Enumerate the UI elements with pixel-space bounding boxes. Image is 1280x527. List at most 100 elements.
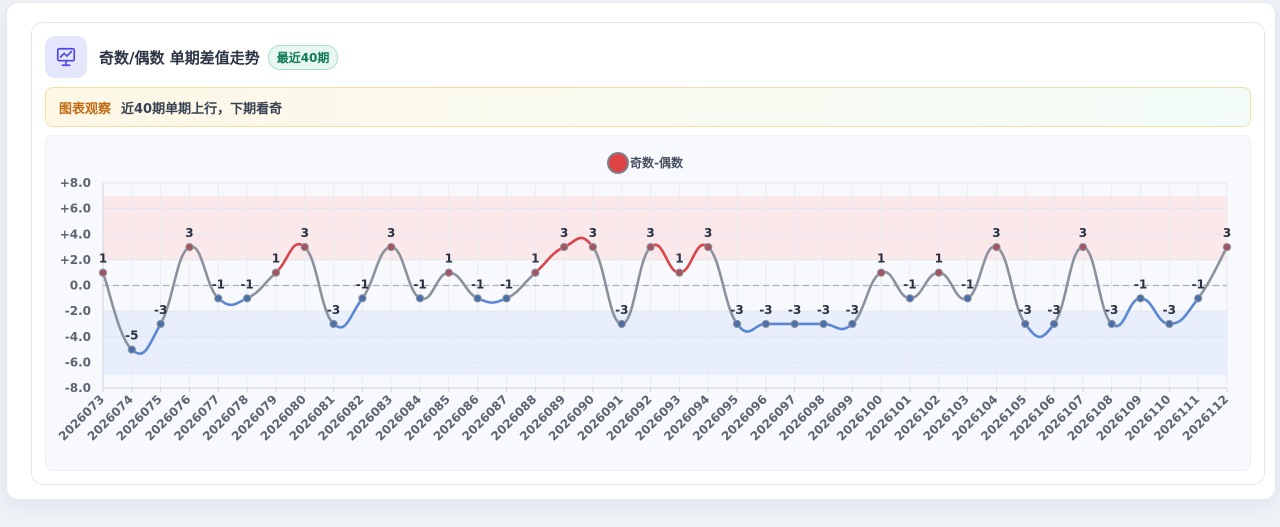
- y-tick-label: -6.0: [65, 355, 91, 369]
- chart-card: 奇数/偶数 单期差值走势 最近40期 图表观察 近40期单期上行，下期看奇 +8…: [31, 22, 1265, 485]
- data-label: 1: [935, 252, 943, 266]
- card-header: 奇数/偶数 单期差值走势 最近40期: [45, 35, 339, 79]
- data-point: [156, 319, 165, 329]
- insight-banner: 图表观察 近40期单期上行，下期看奇: [45, 87, 1251, 127]
- y-tick-label: 0.0: [70, 279, 91, 293]
- data-label: -1: [413, 277, 426, 291]
- y-tick-label: -8.0: [65, 381, 91, 395]
- data-label: 3: [185, 226, 193, 240]
- y-tick-label: -4.0: [65, 330, 91, 344]
- data-label: -1: [903, 277, 916, 291]
- data-point: [329, 319, 338, 329]
- data-label: 1: [675, 252, 683, 266]
- data-label: -3: [817, 303, 830, 317]
- data-label: -1: [212, 277, 225, 291]
- data-label: 3: [560, 226, 568, 240]
- legend: 奇数-偶数: [607, 152, 684, 174]
- data-label: -3: [846, 303, 859, 317]
- data-point: [1136, 294, 1145, 303]
- insight-text: 近40期单期上行，下期看奇: [121, 101, 283, 117]
- series-line-segment: [101, 271, 134, 351]
- data-label: 3: [704, 226, 712, 240]
- data-label: 1: [877, 252, 885, 266]
- data-point: [415, 294, 425, 303]
- data-point: [588, 242, 598, 252]
- legend-marker: [607, 152, 629, 174]
- data-label: -3: [1163, 303, 1176, 317]
- data-label: 3: [589, 226, 597, 240]
- data-point: [761, 319, 770, 329]
- data-point: [185, 242, 194, 252]
- data-point: [358, 294, 367, 303]
- data-point: [214, 294, 223, 303]
- data-label: -3: [788, 303, 801, 317]
- data-point: [1049, 319, 1059, 329]
- data-point: [1194, 294, 1203, 303]
- range-badge[interactable]: 最近40期: [267, 44, 339, 70]
- data-label: -1: [961, 277, 974, 291]
- series-line-segment: [216, 297, 249, 307]
- series-line-segment: [706, 245, 739, 326]
- y-tick-label: +2.0: [60, 253, 91, 267]
- data-point: [444, 268, 453, 277]
- card-title: 奇数/偶数 单期差值走势: [99, 48, 260, 67]
- data-label: 3: [992, 226, 1000, 240]
- data-point: [790, 319, 799, 329]
- y-tick-label: -2.0: [65, 304, 91, 318]
- data-label: 3: [387, 226, 395, 240]
- line-chart: +8.0+6.0+4.0+2.00.0-2.0-4.0-6.0-8.020260…: [56, 152, 1231, 443]
- data-point: [704, 242, 713, 252]
- data-point: [271, 268, 281, 277]
- data-label: -3: [327, 303, 340, 317]
- data-point: [473, 294, 482, 303]
- data-label: -1: [240, 277, 253, 291]
- data-label: -1: [471, 277, 484, 291]
- data-label: 3: [301, 226, 309, 240]
- legend-label: 奇数-偶数: [630, 155, 684, 170]
- data-label: 1: [99, 252, 107, 266]
- data-point: [934, 268, 943, 277]
- y-tick-label: +4.0: [60, 227, 91, 241]
- series-line-segment: [995, 245, 1027, 326]
- data-point: [531, 268, 540, 277]
- data-label: 1: [272, 252, 280, 266]
- data-point: [617, 319, 626, 329]
- data-label: -5: [125, 329, 138, 343]
- series-line-segment: [303, 245, 335, 326]
- chart-panel: +8.0 +6.0 +4.0 +2.0 0.0 -2.0 -4.0 -6.0 -8.0 20260…: [45, 135, 1251, 471]
- y-tick-label: +6.0: [60, 202, 91, 216]
- data-point: [300, 242, 309, 252]
- trend-chart-icon: [45, 36, 87, 78]
- data-point: [992, 242, 1001, 252]
- y-tick-label: +8.0: [60, 176, 91, 190]
- data-label: 1: [445, 252, 453, 266]
- data-point: [1078, 242, 1087, 252]
- data-point: [905, 294, 915, 303]
- data-point: [646, 242, 655, 252]
- data-point: [819, 319, 828, 329]
- data-label: 3: [646, 226, 654, 240]
- positive-band: [103, 195, 1227, 260]
- data-label: -3: [615, 303, 628, 317]
- data-label: -3: [1105, 303, 1118, 317]
- series-line-segment: [476, 297, 508, 304]
- data-point: [127, 345, 136, 354]
- series-line-segment: [159, 245, 191, 326]
- data-point: [1107, 319, 1116, 329]
- page-container: 奇数/偶数 单期差值走势 最近40期 图表观察 近40期单期上行，下期看奇 +8…: [6, 2, 1276, 500]
- data-label: -1: [1192, 277, 1205, 291]
- data-point: [732, 319, 742, 329]
- data-label: -3: [730, 303, 743, 317]
- data-point: [1165, 319, 1174, 329]
- data-point: [387, 242, 396, 252]
- data-label: -3: [759, 303, 772, 317]
- data-label: -3: [154, 303, 167, 317]
- data-label: -1: [500, 277, 513, 291]
- negative-band: [103, 311, 1227, 376]
- data-point: [502, 294, 511, 303]
- data-point: [560, 242, 569, 252]
- insight-label: 图表观察: [59, 101, 112, 117]
- data-point: [675, 268, 684, 277]
- data-label: 3: [1223, 226, 1231, 240]
- data-point: [1021, 319, 1030, 329]
